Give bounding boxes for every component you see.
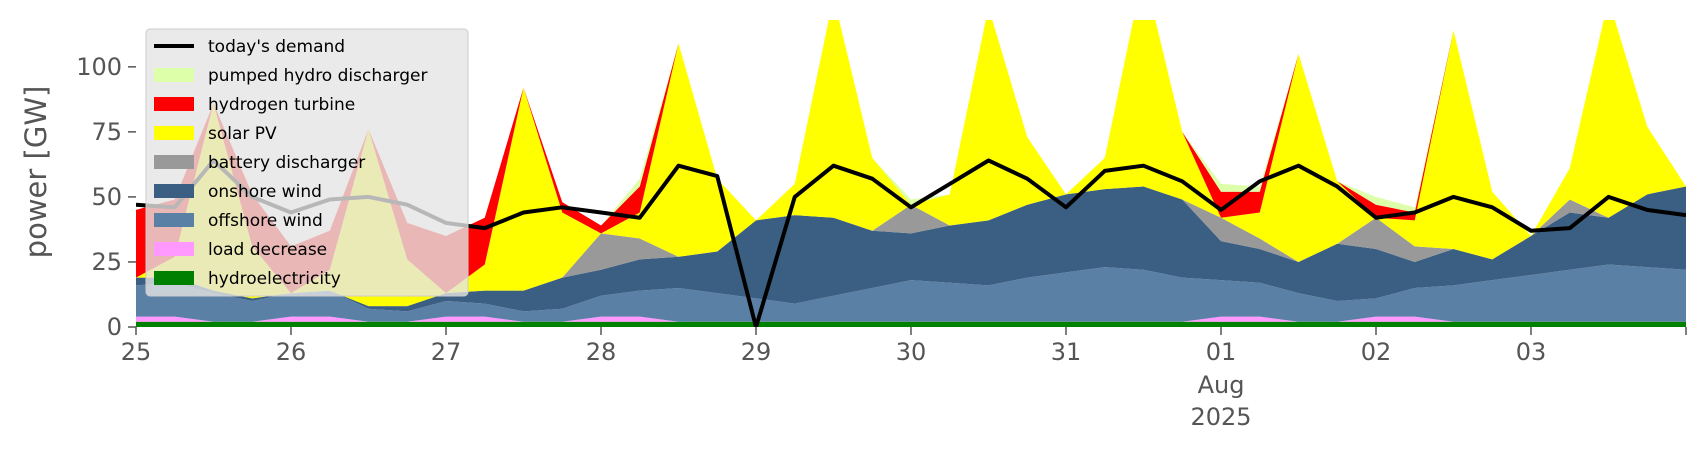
legend-label: onshore wind	[208, 182, 322, 202]
legend-swatch	[154, 213, 194, 227]
legend-swatch	[154, 271, 194, 285]
y-axis: 0 25 50 75 100	[76, 53, 136, 341]
legend-swatch	[154, 126, 194, 140]
legend-swatch	[154, 155, 194, 169]
x-tick-label: 27	[431, 338, 462, 366]
x-tick-label: 02	[1361, 338, 1392, 366]
x-tick-label: 01	[1206, 338, 1237, 366]
legend-label: offshore wind	[208, 211, 323, 231]
x-tick-label: 31	[1051, 338, 1082, 366]
area-hydroelectricity	[136, 321, 1686, 327]
legend-label: load decrease	[208, 240, 327, 260]
x-tick-label: 30	[896, 338, 927, 366]
legend-swatch	[154, 242, 194, 256]
x-tick-label: 26	[276, 338, 307, 366]
y-tick-label: 75	[91, 118, 122, 146]
area-load-decrease	[136, 316, 1686, 322]
x-tick-sublabel: Aug	[1198, 371, 1245, 399]
y-axis-title: power [GW]	[19, 86, 53, 259]
y-tick-label: 25	[91, 248, 122, 276]
legend-label: battery discharger	[208, 153, 365, 173]
legend-label: solar PV	[208, 124, 277, 144]
area-battery-discharger	[136, 186, 1686, 307]
x-tick-label: 25	[121, 338, 152, 366]
x-tick-sublabel: 2025	[1190, 403, 1251, 431]
area-onshore-wind	[136, 186, 1686, 312]
legend-box	[145, 28, 469, 297]
x-tick-label: 03	[1516, 338, 1547, 366]
legend-label: pumped hydro discharger	[208, 66, 427, 86]
legend: today's demand pumped hydro discharger hyd…	[145, 28, 469, 297]
area-offshore-wind	[136, 264, 1686, 322]
legend-swatch	[154, 97, 194, 111]
legend-label: today's demand	[208, 37, 345, 57]
legend-label: hydrogen turbine	[208, 95, 355, 115]
y-tick-label: 0	[107, 313, 122, 341]
legend-swatch	[154, 184, 194, 198]
y-tick-label: 50	[91, 183, 122, 211]
legend-label: hydroelectricity	[208, 269, 341, 289]
y-tick-label: 100	[76, 53, 122, 81]
legend-swatch	[154, 68, 194, 82]
x-tick-label: 29	[741, 338, 772, 366]
area-solar-pv	[136, 20, 1686, 307]
x-tick-label: 28	[586, 338, 617, 366]
x-axis: 25 26 27 28 29 30 31 01 Aug 2025 02 03	[121, 327, 1687, 431]
area-pumped-hydro-discharger	[136, 20, 1686, 247]
